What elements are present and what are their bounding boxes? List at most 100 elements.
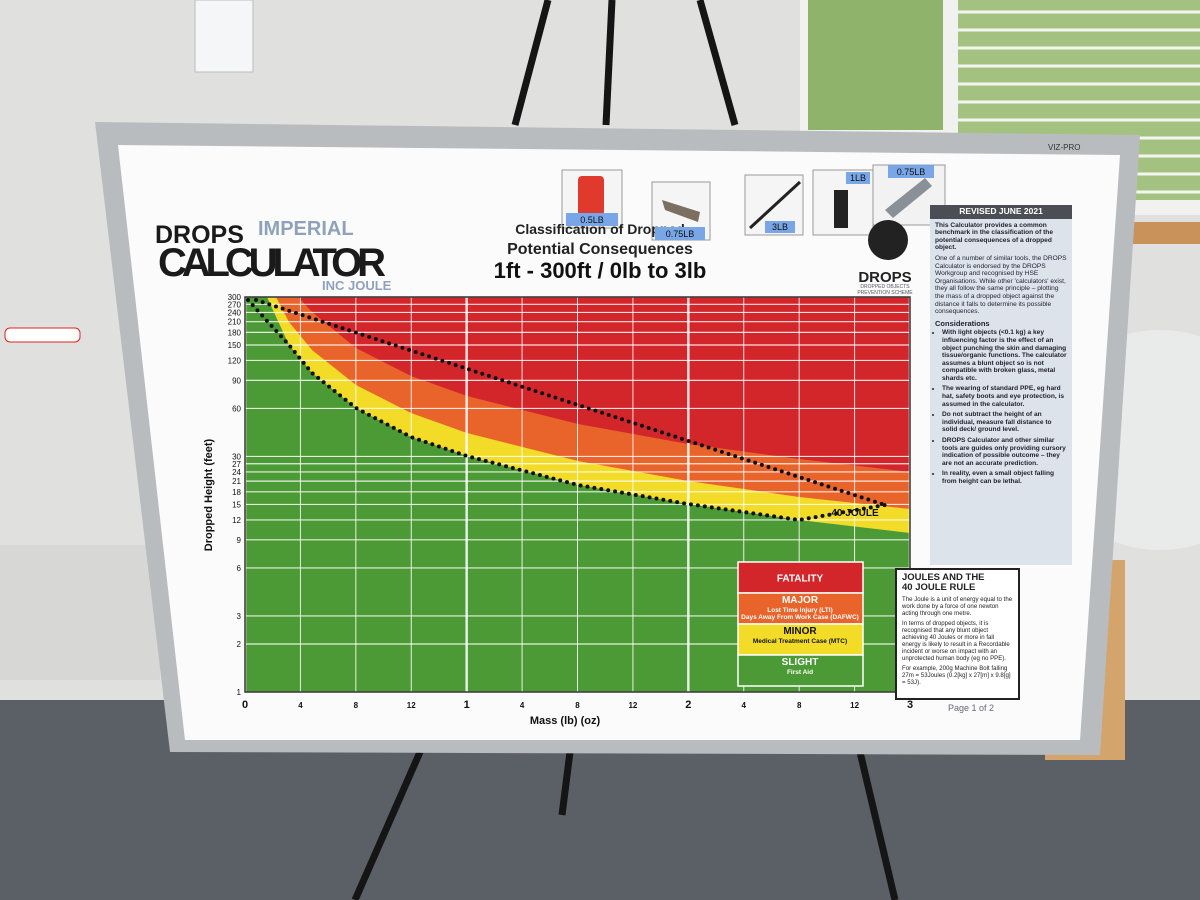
title-line: 40 JOULE RULE bbox=[902, 582, 976, 593]
y-tick-label: 90 bbox=[232, 376, 241, 385]
logo-tagline: DROPPED OBJECTS PREVENTION SCHEME bbox=[857, 284, 913, 296]
legend-swatch bbox=[737, 592, 864, 625]
x-tick-label: 3 bbox=[907, 699, 913, 711]
y-axis-label: Dropped Height (feet) bbox=[203, 438, 215, 551]
y-tick-label: 21 bbox=[232, 477, 241, 486]
legend-label: MAJOR bbox=[782, 595, 819, 606]
legend-detail: Days Away From Work Case (DAFWC) bbox=[741, 614, 859, 621]
x-tick-label: 4 bbox=[742, 701, 747, 710]
y-tick-label: 2 bbox=[237, 640, 242, 649]
x-tick-label: 4 bbox=[298, 701, 303, 710]
page-number: Page 1 of 2 bbox=[948, 703, 994, 713]
y-tick-label: 3 bbox=[237, 612, 242, 621]
brand-tag: VIZ-PRO bbox=[1048, 143, 1080, 152]
y-tick-label: 180 bbox=[228, 328, 242, 337]
y-tick-label: 9 bbox=[237, 536, 242, 545]
x-tick-label: 4 bbox=[520, 701, 525, 710]
legend-detail: First Aid bbox=[787, 669, 813, 676]
plot-frame bbox=[244, 296, 911, 693]
legend-detail: Medical Treatment Case (MTC) bbox=[753, 638, 847, 645]
y-tick-label: 24 bbox=[232, 468, 241, 477]
sticker-label-bg bbox=[765, 221, 795, 233]
joule-title: JOULES AND THE 40 JOULE RULE bbox=[902, 573, 1013, 593]
marker bbox=[4, 327, 81, 343]
bullet-list: With light objects (<0.1 kg) a key influ… bbox=[942, 329, 1068, 485]
legend-swatch bbox=[737, 654, 864, 687]
paragraph: This Calculator provides a common benchm… bbox=[935, 221, 1053, 252]
y-tick-label: 6 bbox=[237, 564, 242, 573]
sticker-label: 3LB bbox=[772, 222, 788, 232]
legend-label: MINOR bbox=[783, 626, 817, 637]
bullet: In reality, even a small object falling … bbox=[942, 470, 1068, 485]
paragraph: In terms of dropped objects, it is recog… bbox=[902, 620, 1010, 662]
x-tick-label: 8 bbox=[797, 701, 802, 710]
easel bbox=[351, 0, 899, 900]
bullet: Do not subtract the height of an individ… bbox=[942, 411, 1068, 434]
annotation: 40 JOULE bbox=[831, 508, 879, 519]
sticker-label-bg bbox=[888, 165, 934, 178]
y-tick-label: 150 bbox=[228, 341, 242, 350]
x-tick-label: 2 bbox=[685, 699, 691, 711]
paragraph: The Joule is a unit of energy equal to t… bbox=[902, 596, 1013, 617]
paragraph: For example, 200g Machine Bolt falling 2… bbox=[902, 665, 1011, 686]
y-tick-label: 210 bbox=[228, 318, 242, 327]
revised: REVISED JUNE 2021 bbox=[930, 205, 1072, 219]
joule-box: JOULES AND THE 40 JOULE RULE The Joule is… bbox=[895, 568, 1020, 700]
y-tick-label: 1 bbox=[237, 688, 242, 697]
legend-swatch bbox=[737, 561, 864, 594]
sticker-label-bg bbox=[655, 227, 705, 240]
product: CALCULATOR bbox=[158, 241, 386, 285]
bullet: With light objects (<0.1 kg) a key influ… bbox=[942, 329, 1068, 382]
y-tick-label: 120 bbox=[228, 356, 242, 365]
brand: DROPS bbox=[155, 221, 244, 249]
legend-label: SLIGHT bbox=[782, 657, 819, 668]
blinds bbox=[958, 10, 1200, 194]
sticker-label: 0.75LB bbox=[666, 229, 695, 239]
bullet: DROPS Calculator and other similar tools… bbox=[942, 437, 1068, 467]
y-tick-label: 30 bbox=[232, 452, 241, 461]
x-tick-label: 0 bbox=[242, 699, 248, 711]
x-axis-label: Mass (lb) (oz) bbox=[530, 715, 601, 727]
y-tick-label: 12 bbox=[232, 516, 241, 525]
y-tick-label: 18 bbox=[232, 488, 241, 497]
title: Potential Consequences bbox=[507, 241, 693, 258]
sticker-label-bg bbox=[846, 172, 870, 184]
dotted-boundary bbox=[246, 298, 887, 523]
wall-sign bbox=[194, 0, 254, 73]
subtitle: 1ft - 300ft / 0lb to 3lb bbox=[494, 258, 707, 283]
sill bbox=[1120, 222, 1200, 244]
sticker-label: 0.75LB bbox=[897, 167, 926, 177]
sticker-label: 0.5LB bbox=[580, 215, 604, 225]
x-tick-label: 12 bbox=[850, 701, 859, 710]
sidebar: REVISED JUNE 2021 This Calculator provid… bbox=[930, 205, 1072, 565]
y-tick-label: 240 bbox=[228, 308, 242, 317]
window-view bbox=[808, 0, 943, 130]
sticker-label-bg bbox=[566, 213, 618, 226]
y-tick-label: 270 bbox=[228, 300, 242, 309]
bullet: The wearing of standard PPE, eg hard hat… bbox=[942, 385, 1068, 408]
dotted-boundary bbox=[254, 298, 887, 507]
logo-name: DROPS bbox=[858, 269, 911, 286]
y-tick-label: 15 bbox=[232, 500, 241, 509]
sticker-label: 1LB bbox=[850, 173, 866, 183]
x-tick-label: 8 bbox=[575, 701, 580, 710]
legend-detail: Lost Time Injury (LTI) bbox=[767, 607, 832, 614]
paragraph: One of a number of similar tools, the DR… bbox=[935, 254, 1067, 316]
x-tick-label: 8 bbox=[354, 701, 359, 710]
suffix: INC JOULE bbox=[322, 278, 392, 293]
y-tick-label: 300 bbox=[228, 293, 242, 302]
y-tick-label: 27 bbox=[232, 460, 241, 469]
x-tick-label: 12 bbox=[628, 701, 637, 710]
legend-swatch bbox=[737, 623, 864, 656]
radiator bbox=[0, 545, 160, 680]
title: Classification of Dropped bbox=[515, 221, 685, 237]
x-tick-label: 1 bbox=[464, 699, 470, 711]
edition: IMPERIAL bbox=[258, 218, 354, 240]
x-tick-label: 12 bbox=[407, 701, 416, 710]
section-title: Considerations bbox=[935, 318, 990, 328]
legend-label: FATALITY bbox=[777, 574, 824, 585]
y-tick-label: 60 bbox=[232, 404, 241, 413]
